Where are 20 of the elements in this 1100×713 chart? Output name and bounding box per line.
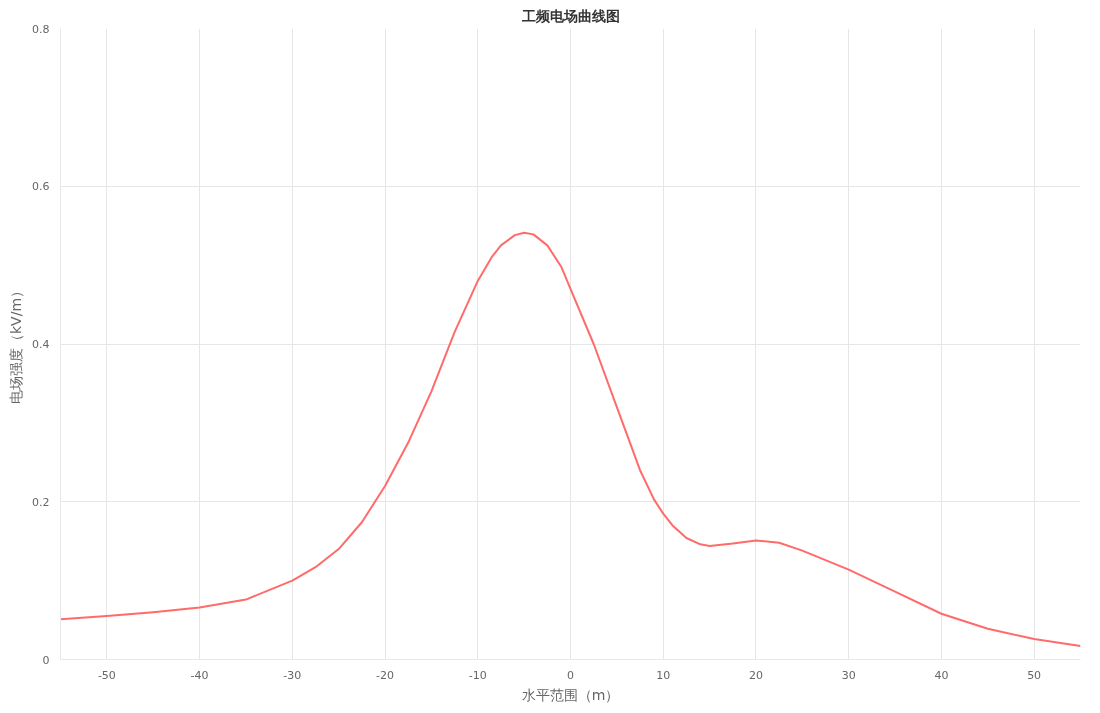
x-tick-label: 0 bbox=[567, 668, 574, 682]
line-series bbox=[60, 231, 1081, 648]
y-axis-title: 电场强度（kV/m） bbox=[8, 283, 25, 405]
x-axis-title: 水平范围（m） bbox=[521, 686, 620, 703]
y-tick-label: 0.6 bbox=[32, 180, 50, 194]
x-tick-label: -30 bbox=[283, 668, 302, 682]
x-tick-label: -10 bbox=[468, 668, 487, 682]
x-tick-label: -50 bbox=[97, 668, 116, 682]
y-tick-label: 0 bbox=[42, 653, 50, 667]
y-tick-label: 0.4 bbox=[32, 338, 50, 351]
x-tick-label: 10 bbox=[656, 668, 671, 682]
y-tick-label: 0.8 bbox=[32, 22, 50, 36]
chart-title: 工频电场曲线图 bbox=[520, 7, 620, 24]
x-tick-label: 40 bbox=[934, 668, 949, 682]
x-tick-label: 50 bbox=[1027, 668, 1042, 682]
x-tick-label: 30 bbox=[841, 668, 856, 682]
x-tick-label: -20 bbox=[376, 668, 395, 682]
y-tick-label: 0.2 bbox=[32, 495, 50, 509]
x-tick-label: -40 bbox=[190, 668, 209, 682]
x-tick-label: 20 bbox=[748, 668, 763, 682]
